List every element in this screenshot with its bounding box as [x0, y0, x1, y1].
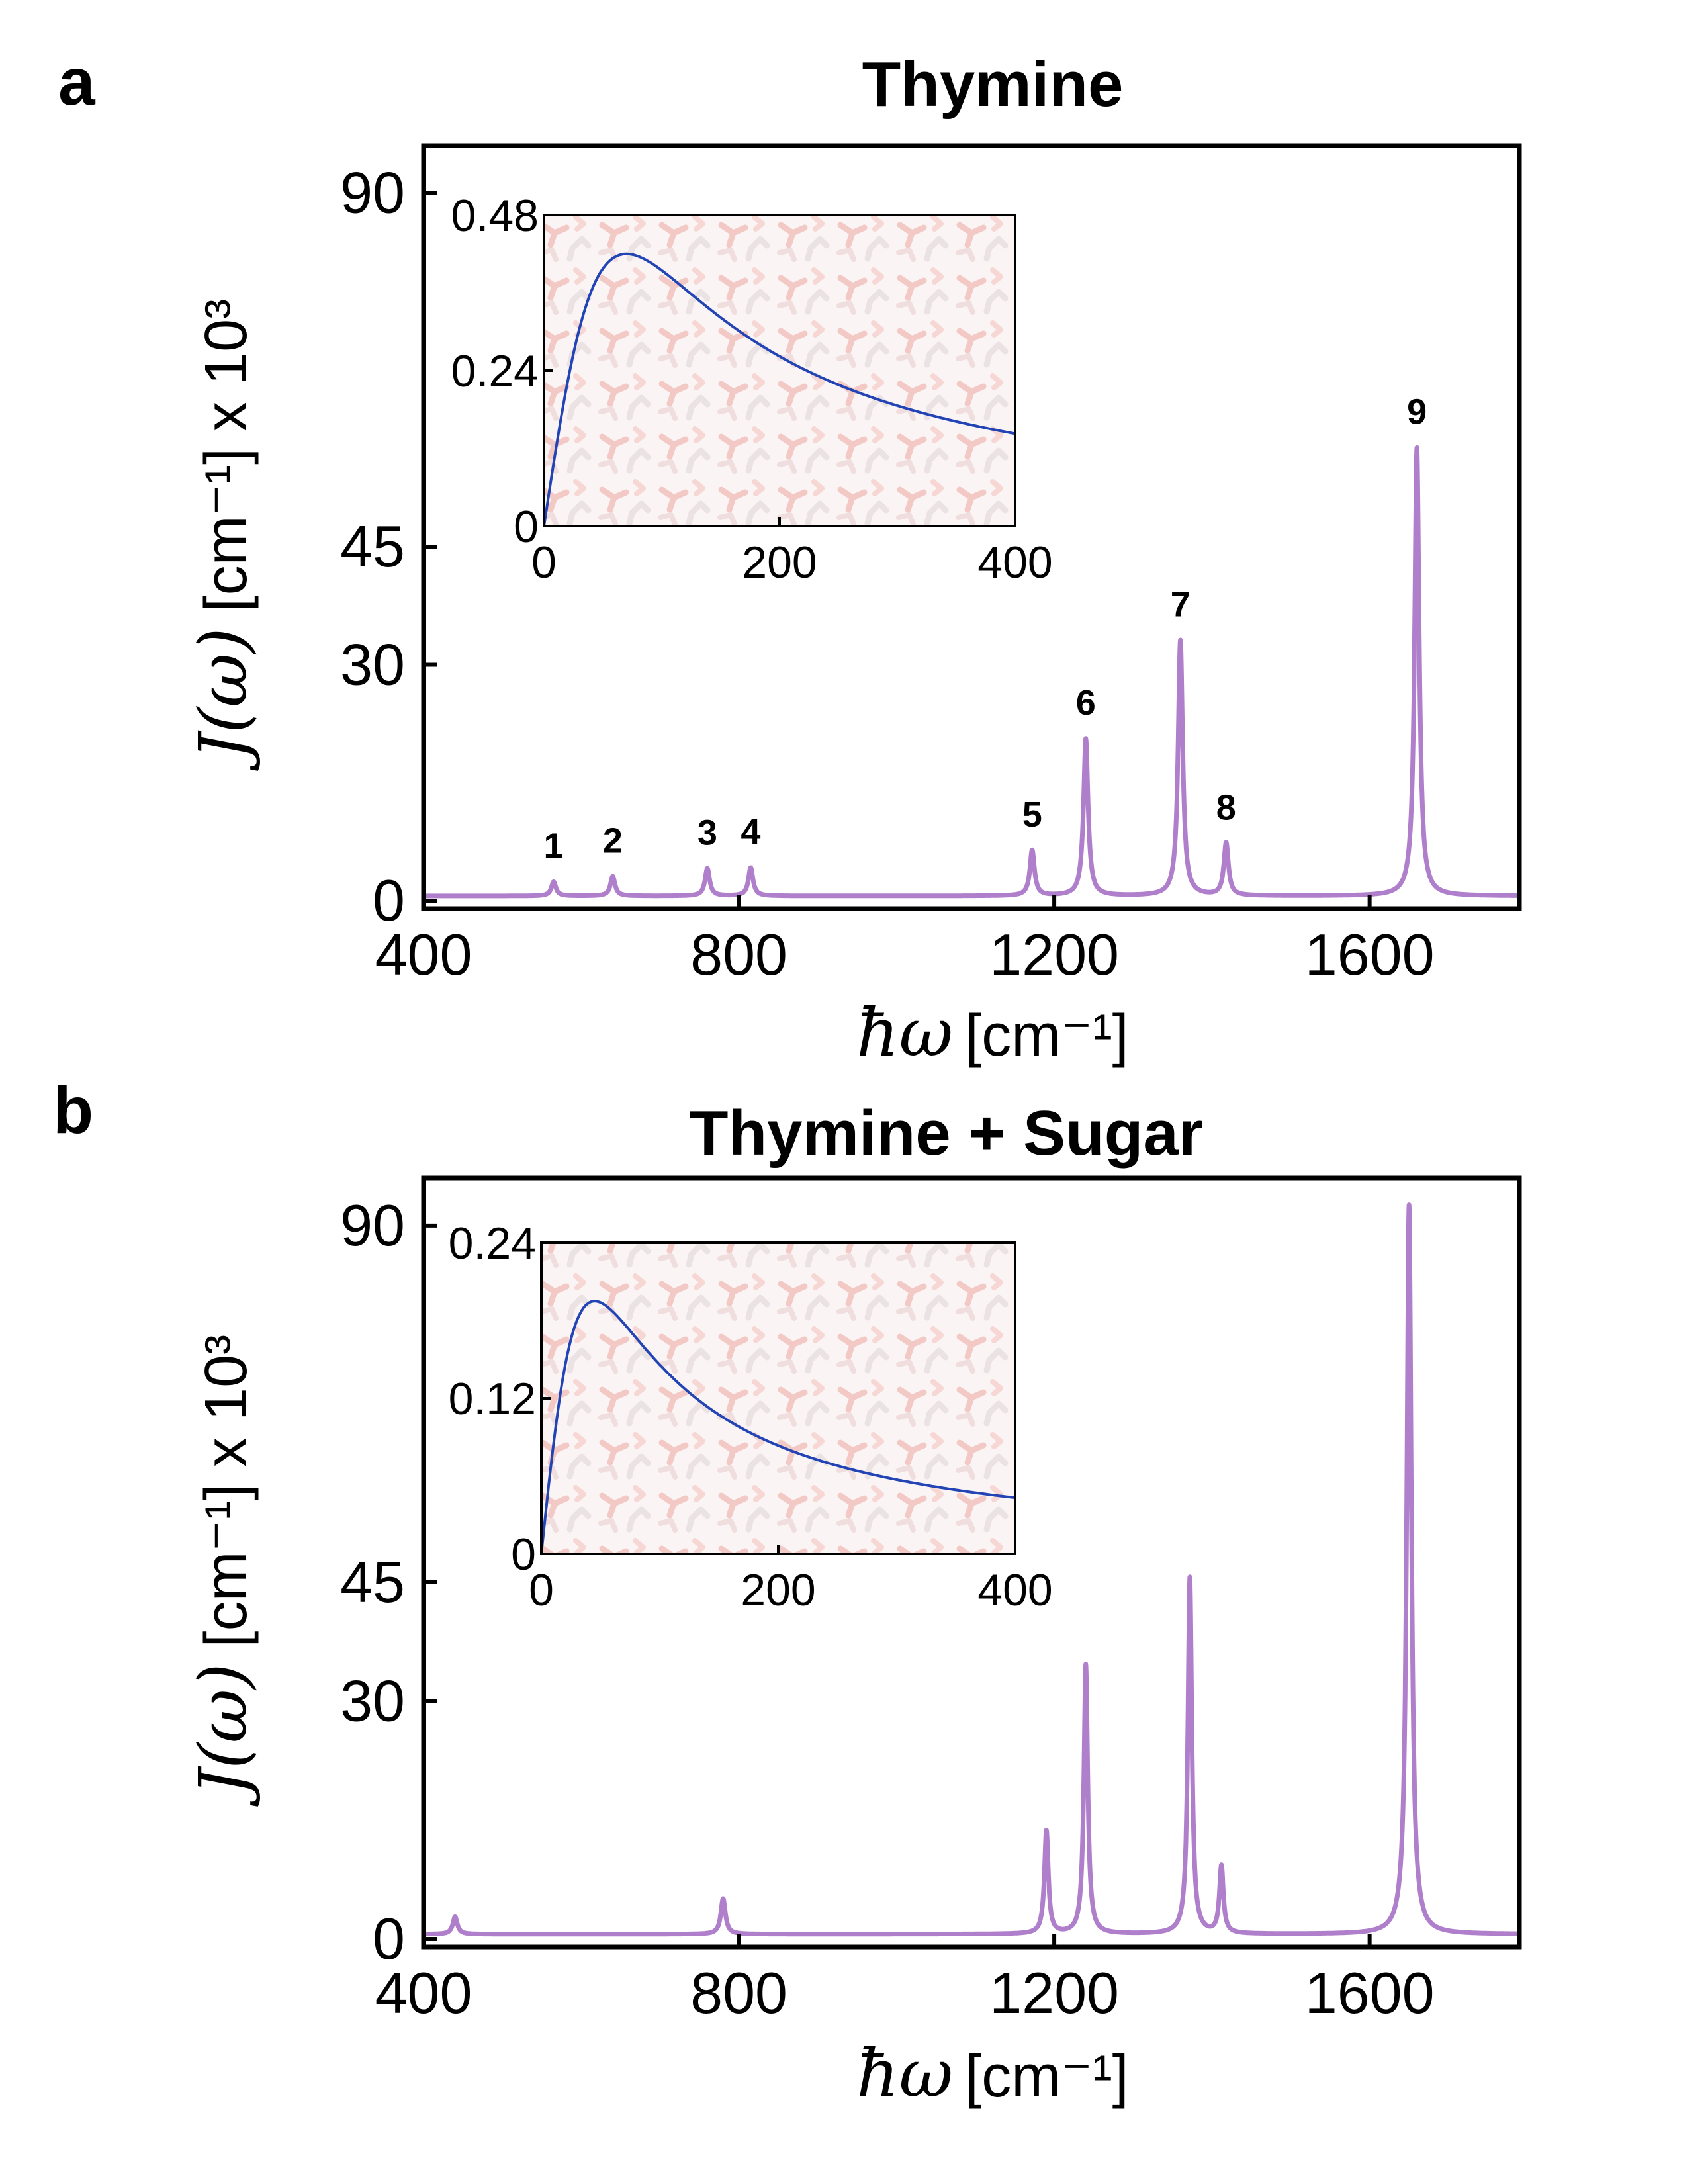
- inset-y-tick-label: 0: [511, 1529, 536, 1580]
- y-axis-symbol: J(ω): [185, 627, 262, 771]
- x-tick-label: 1600: [1305, 922, 1435, 987]
- inset-x-ticks: 0 200 400: [529, 1545, 1053, 1615]
- inset-x-tick-label: 200: [742, 537, 817, 588]
- y-tick-label: 30: [340, 1668, 405, 1734]
- panel-letter-b: b: [53, 1073, 93, 1148]
- x-tick-label: 1200: [989, 1960, 1119, 2026]
- chart-title: Thymine: [862, 49, 1124, 120]
- x-tick-label: 1600: [1305, 1960, 1435, 2026]
- inset-y-tick-label: 0.48: [451, 191, 539, 241]
- inset-background-image: [541, 1243, 1015, 1554]
- y-tick-label: 45: [340, 1549, 405, 1615]
- inset-x-tick-label: 400: [977, 1565, 1052, 1615]
- peak-label-4: 4: [741, 812, 760, 852]
- x-axis-symbol: ħω: [856, 994, 953, 1071]
- y-axis-symbol: J(ω): [185, 1663, 262, 1807]
- spectrum-line: [422, 1202, 1521, 1937]
- y-tick-label: 90: [340, 159, 405, 225]
- peak-label-1: 1: [544, 827, 564, 866]
- x-axis-ticks: 400 800 1200 1600: [375, 1934, 1435, 2026]
- y-axis-unit: [cm⁻¹] x 10³: [193, 1335, 259, 1648]
- inset-x-tick-label: 0: [531, 537, 557, 588]
- peak-label-7: 7: [1171, 585, 1191, 625]
- peak-label-2: 2: [603, 821, 623, 860]
- svg-text:ħω [cm⁻¹]: ħω [cm⁻¹]: [856, 994, 1128, 1071]
- inset-y-tick-label: 0.24: [451, 346, 539, 396]
- x-tick-label: 400: [375, 922, 472, 987]
- inset-x-tick-label: 0: [529, 1565, 554, 1615]
- x-tick-label: 1200: [989, 922, 1119, 987]
- x-axis-label: ħω [cm⁻¹]: [856, 994, 1128, 1071]
- inset-y-tick-label: 0.12: [449, 1374, 536, 1424]
- inset-x-ticks: 0 200 400: [531, 517, 1053, 588]
- plot-frame: [421, 143, 1522, 911]
- y-axis-unit: [cm⁻¹] x 10³: [193, 299, 259, 612]
- x-axis-ticks: 400 800 1200 1600: [375, 895, 1435, 987]
- spectrum-line: [422, 445, 1521, 899]
- inset-curve: [543, 252, 1016, 527]
- x-axis-label: ħω [cm⁻¹]: [856, 2035, 1128, 2112]
- x-axis-unit: [cm⁻¹]: [965, 2044, 1128, 2110]
- svg-text:J(ω) [cm⁻¹] x 10³: J(ω) [cm⁻¹] x 10³: [185, 1335, 262, 1807]
- y-tick-label: 30: [340, 632, 405, 698]
- y-axis-ticks: 0 30 45 90: [340, 1193, 437, 1971]
- x-tick-label: 400: [375, 1960, 472, 2026]
- inset-y-tick-label: 0: [514, 502, 539, 552]
- plot-area: [422, 1202, 1521, 1937]
- panel-b: b Thymine + Sugar 400 800 1200 1600 0 30 45 90…: [53, 1073, 1522, 2112]
- x-tick-label: 800: [690, 1960, 787, 2026]
- y-axis-label: J(ω) [cm⁻¹] x 10³: [185, 299, 262, 771]
- y-tick-label: 90: [340, 1193, 405, 1258]
- peak-label-3: 3: [697, 813, 717, 852]
- x-axis-symbol: ħω: [856, 2035, 953, 2112]
- x-axis-unit: [cm⁻¹]: [965, 1003, 1128, 1069]
- inset-x-tick-label: 200: [741, 1565, 815, 1615]
- y-axis-ticks: 0 30 45 90: [340, 159, 437, 933]
- y-tick-label: 0: [373, 1906, 405, 1971]
- peak-label-6: 6: [1076, 683, 1096, 723]
- plot-frame: [421, 1175, 1522, 1950]
- y-tick-label: 0: [373, 868, 405, 933]
- inset-background-image: [544, 215, 1015, 526]
- inset-y-tick-label: 0.24: [449, 1218, 536, 1269]
- y-tick-label: 45: [340, 514, 405, 579]
- inset-y-ticks: 0 0.24 0.48: [451, 191, 553, 552]
- peak-label-8: 8: [1216, 788, 1236, 827]
- x-tick-label: 800: [690, 922, 787, 987]
- inset-x-tick-label: 400: [977, 537, 1052, 588]
- panel-letter-a: a: [58, 45, 96, 119]
- peak-label-5: 5: [1022, 795, 1042, 834]
- svg-text:ħω [cm⁻¹]: ħω [cm⁻¹]: [856, 2035, 1128, 2112]
- peak-label-9: 9: [1407, 392, 1427, 431]
- inset-y-ticks: 0 0.12 0.24: [449, 1218, 551, 1580]
- inset-a: 0 200 400 0 0.24 0.48: [451, 191, 1053, 588]
- inset-curve: [540, 1300, 1016, 1554]
- inset-b: 0 200 400 0 0.12 0.24: [449, 1218, 1053, 1615]
- svg-text:J(ω) [cm⁻¹] x 10³: J(ω) [cm⁻¹] x 10³: [185, 299, 262, 771]
- chart-title: Thymine + Sugar: [690, 1098, 1203, 1169]
- y-axis-label: J(ω) [cm⁻¹] x 10³: [185, 1335, 262, 1807]
